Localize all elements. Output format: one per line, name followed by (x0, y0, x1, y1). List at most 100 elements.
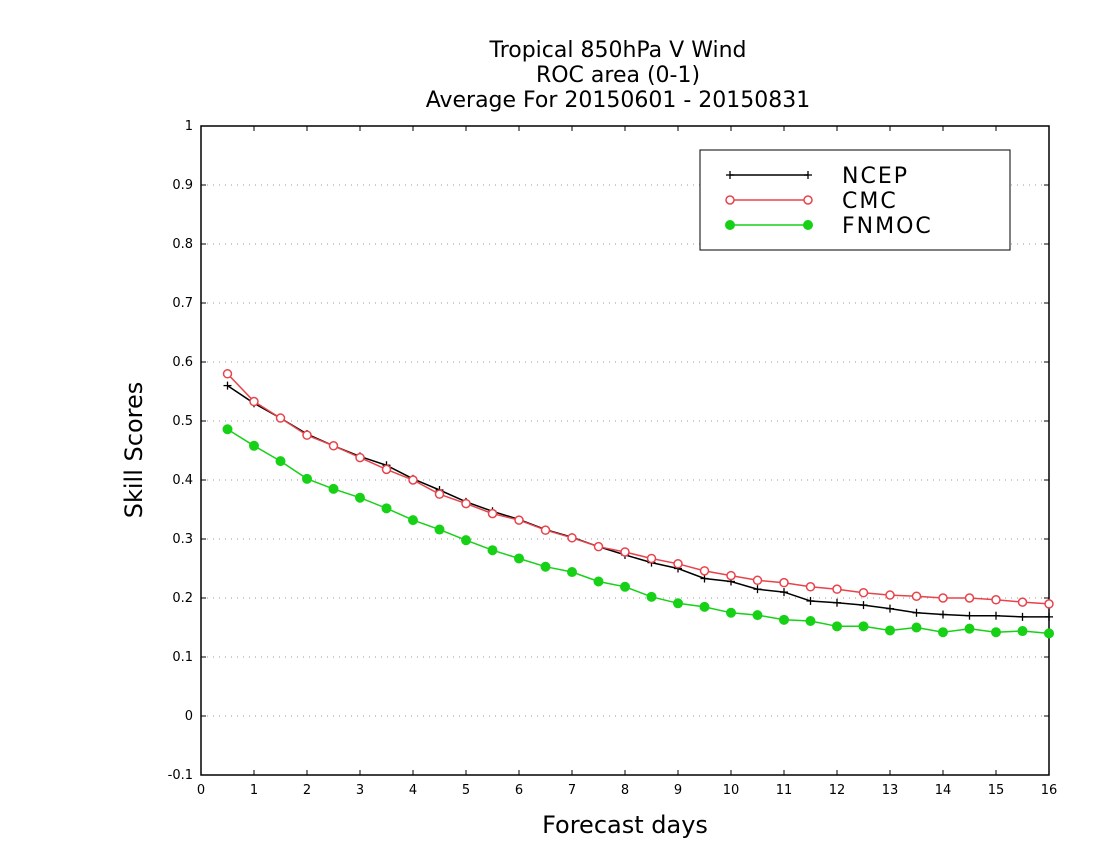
data-point-ncep (780, 588, 788, 597)
legend-marker-fnmoc (803, 220, 813, 230)
data-point-fnmoc (779, 614, 789, 625)
series-line-cmc (226, 373, 1050, 605)
y-tick-label: 0.7 (172, 296, 193, 311)
series-cmc (222, 369, 1054, 609)
y-axis-label: Skill Scores (120, 382, 148, 519)
data-point-fnmoc (673, 598, 683, 609)
data-point-ncep (223, 381, 232, 390)
grid-lines (201, 184, 1049, 717)
data-point-cmc (805, 582, 816, 592)
data-point-fnmoc (275, 456, 286, 467)
data-point-cmc (593, 541, 604, 552)
data-point-fnmoc (885, 625, 895, 636)
data-point-cmc (752, 575, 763, 586)
data-point-ncep (700, 574, 709, 583)
x-axis-label: Forecast days (542, 811, 708, 839)
data-point-cmc (275, 413, 286, 423)
data-point-fnmoc (249, 440, 259, 451)
data-point-ncep (1018, 612, 1027, 621)
x-tick-label: 2 (303, 783, 311, 798)
data-point-fnmoc (646, 591, 657, 602)
data-point-fnmoc (567, 567, 577, 578)
data-point-ncep (939, 610, 947, 619)
data-point-cmc (567, 533, 577, 543)
y-axis-ticks: -0.1 0 0.1 0.2 0.3 0.4 0.5 0.6 0.7 0.8 0.9 1 (168, 119, 1049, 783)
data-point-cmc (355, 452, 365, 463)
x-tick-label: 1 (250, 783, 258, 798)
data-point-cmc (222, 369, 233, 379)
data-point-cmc (1017, 597, 1028, 607)
x-tick-label: 10 (723, 783, 740, 798)
y-tick-label: 0.8 (172, 237, 193, 252)
data-point-fnmoc (752, 610, 763, 621)
data-point-cmc (408, 475, 418, 485)
legend-label-fnmoc: FNMOC (842, 214, 933, 239)
data-point-cmc (434, 489, 445, 499)
data-point-fnmoc (328, 483, 339, 494)
x-tick-label: 6 (515, 783, 523, 798)
data-point-ncep (753, 585, 762, 594)
legend-item-cmc: CMC (725, 189, 898, 214)
data-point-fnmoc (540, 561, 551, 572)
legend-label-cmc: CMC (842, 189, 898, 214)
data-point-cmc (514, 515, 524, 525)
x-tick-label: 13 (882, 783, 899, 798)
data-point-fnmoc (408, 515, 418, 526)
data-point-fnmoc (222, 424, 233, 435)
legend-marker-cmc (725, 195, 735, 205)
y-tick-label: 0.1 (172, 650, 193, 665)
data-point-fnmoc (434, 524, 445, 535)
data-point-cmc (328, 441, 339, 451)
data-point-fnmoc (699, 601, 710, 612)
data-point-fnmoc (355, 492, 365, 503)
legend-marker-ncep (804, 171, 812, 179)
x-tick-label: 12 (829, 783, 846, 798)
data-point-fnmoc (911, 622, 922, 633)
data-point-fnmoc (805, 616, 816, 627)
y-tick-label: 0.3 (172, 532, 193, 547)
data-point-fnmoc (832, 621, 842, 632)
y-tick-label: 0.5 (172, 414, 193, 429)
chart-title-line-3: Average For 20150601 - 20150831 (426, 88, 811, 113)
legend-marker-ncep (726, 171, 734, 179)
data-point-cmc (487, 508, 498, 519)
x-tick-label: 3 (356, 783, 364, 798)
data-point-fnmoc (991, 627, 1001, 638)
series-ncep (223, 381, 1053, 621)
data-point-ncep (992, 611, 1000, 620)
data-point-cmc (726, 570, 736, 581)
x-tick-label: 8 (621, 783, 629, 798)
data-point-fnmoc (487, 545, 498, 556)
data-point-cmc (673, 559, 683, 569)
series-line-ncep (227, 384, 1049, 618)
data-point-fnmoc (302, 473, 312, 484)
data-point-cmc (646, 553, 657, 564)
data-point-fnmoc (381, 503, 392, 514)
data-point-cmc (540, 525, 551, 535)
data-point-cmc (991, 595, 1001, 605)
data-point-fnmoc (593, 576, 604, 587)
legend-label-ncep: NCEP (842, 164, 909, 189)
series-layer (222, 369, 1054, 639)
data-point-cmc (699, 566, 710, 576)
data-point-ncep (859, 601, 868, 610)
data-point-cmc (620, 547, 630, 557)
y-tick-label: -0.1 (168, 768, 193, 783)
data-point-fnmoc (1017, 626, 1028, 637)
legend-item-fnmoc: FNMOC (725, 214, 933, 239)
data-point-ncep (806, 596, 815, 605)
data-point-cmc (964, 593, 975, 603)
data-point-cmc (938, 593, 948, 603)
x-tick-label: 14 (935, 783, 952, 798)
data-point-cmc (858, 587, 869, 598)
data-point-ncep (886, 604, 894, 613)
y-tick-label: 1 (185, 119, 193, 134)
series-line-fnmoc (227, 428, 1050, 635)
data-point-fnmoc (726, 607, 736, 618)
chart-title-line-2: ROC area (0-1) (536, 63, 700, 88)
x-tick-label: 4 (409, 783, 417, 798)
series-fnmoc (222, 424, 1054, 639)
x-tick-label: 9 (674, 783, 682, 798)
legend-item-ncep: NCEP (726, 164, 909, 189)
